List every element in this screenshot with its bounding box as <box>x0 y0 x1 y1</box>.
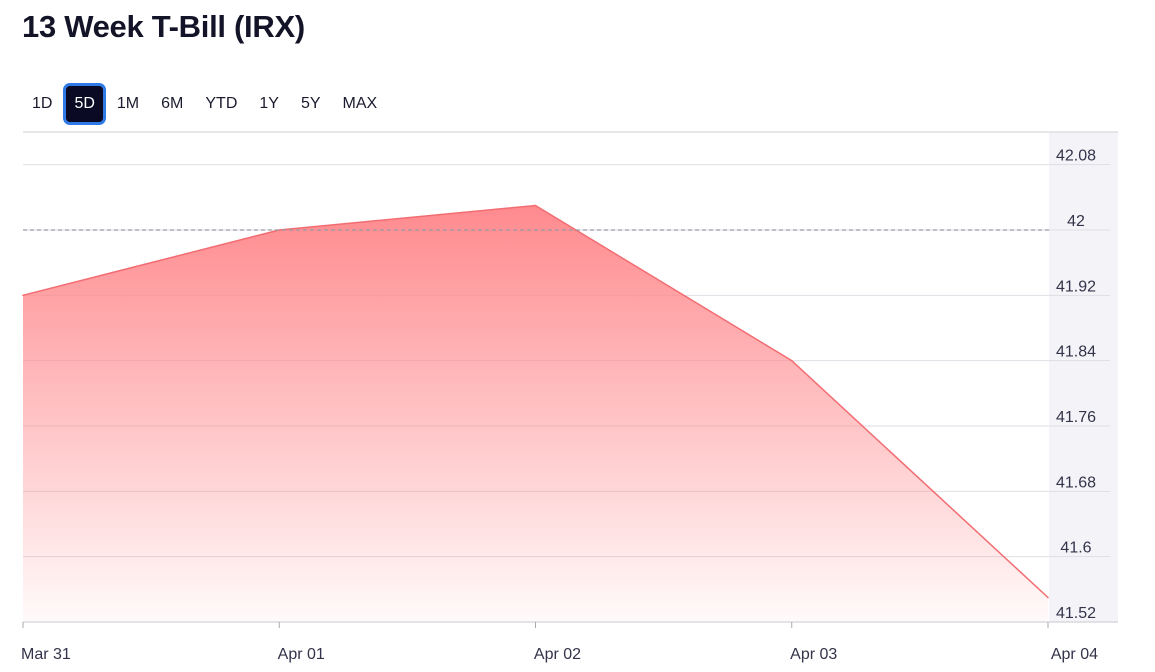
y-tick-label: 42 <box>1067 213 1085 230</box>
area-fill <box>23 205 1048 622</box>
range-tab-6m[interactable]: 6M <box>151 84 193 124</box>
data-point <box>22 294 24 297</box>
range-tab-1m[interactable]: 1M <box>107 84 149 124</box>
x-tick-label: Mar 31 <box>21 646 71 663</box>
y-tick-label: 42.08 <box>1056 148 1096 165</box>
x-tick-label: Apr 01 <box>278 646 325 663</box>
range-tab-1d[interactable]: 1D <box>22 84 62 124</box>
y-tick-label: 41.68 <box>1056 474 1096 491</box>
data-point <box>1047 596 1049 599</box>
page-title: 13 Week T-Bill (IRX) <box>22 9 305 44</box>
y-tick-label: 41.6 <box>1060 540 1091 557</box>
x-tick-label: Apr 03 <box>790 646 837 663</box>
range-tab-5d[interactable]: 5D <box>64 84 105 124</box>
y-tick-label: 41.92 <box>1056 278 1096 295</box>
data-point <box>790 359 793 362</box>
x-tick-label: Apr 04 <box>1051 646 1098 663</box>
y-tick-label: 41.52 <box>1056 605 1096 622</box>
y-tick-label: 41.76 <box>1056 409 1096 426</box>
range-tab-max[interactable]: MAX <box>333 84 388 124</box>
time-range-selector: 1D 5D 1M 6M YTD 1Y 5Y MAX <box>22 84 389 124</box>
range-tab-1y[interactable]: 1Y <box>249 84 289 124</box>
range-tab-5y[interactable]: 5Y <box>291 84 331 124</box>
y-tick-label: 41.84 <box>1056 344 1096 361</box>
data-point <box>534 204 537 207</box>
x-tick-label: Apr 02 <box>534 646 581 663</box>
range-tab-ytd[interactable]: YTD <box>195 84 247 124</box>
y-axis-panel <box>1049 132 1118 622</box>
